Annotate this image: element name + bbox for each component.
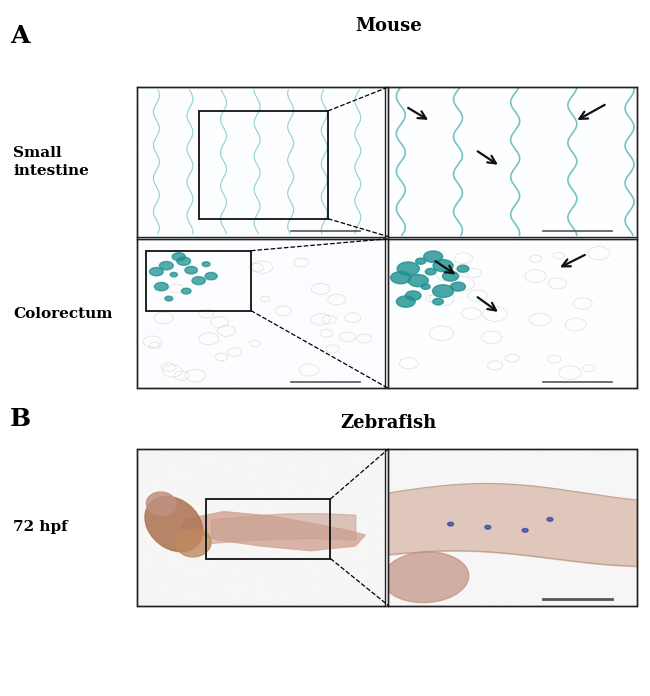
Circle shape — [457, 265, 469, 272]
Circle shape — [443, 271, 458, 281]
Circle shape — [181, 288, 191, 294]
Circle shape — [172, 253, 185, 260]
Circle shape — [448, 522, 454, 526]
Polygon shape — [181, 512, 365, 551]
Circle shape — [396, 296, 415, 307]
Text: Colorectum: Colorectum — [13, 306, 112, 321]
Circle shape — [421, 284, 430, 290]
Circle shape — [408, 274, 428, 287]
Circle shape — [433, 260, 453, 271]
Circle shape — [424, 251, 443, 262]
Circle shape — [547, 518, 553, 521]
Circle shape — [155, 283, 168, 291]
Circle shape — [150, 267, 163, 276]
Ellipse shape — [383, 552, 469, 603]
Circle shape — [397, 262, 419, 276]
Circle shape — [205, 272, 217, 280]
Ellipse shape — [146, 492, 176, 516]
Circle shape — [391, 271, 411, 284]
Circle shape — [485, 525, 491, 529]
Text: Mouse: Mouse — [355, 17, 422, 35]
Circle shape — [202, 262, 210, 267]
Circle shape — [415, 258, 426, 264]
Circle shape — [192, 276, 205, 285]
Circle shape — [425, 269, 436, 275]
Circle shape — [406, 291, 421, 300]
Text: 72 hpf: 72 hpf — [13, 520, 68, 535]
Ellipse shape — [145, 496, 203, 552]
Text: A: A — [10, 24, 29, 48]
Circle shape — [433, 299, 443, 305]
Text: Zebrafish: Zebrafish — [340, 414, 437, 432]
Circle shape — [165, 296, 173, 301]
Circle shape — [170, 272, 177, 277]
Bar — [199, 111, 328, 219]
Text: B: B — [10, 407, 31, 431]
Circle shape — [177, 257, 190, 265]
Bar — [206, 499, 330, 558]
Circle shape — [185, 267, 198, 274]
Circle shape — [522, 528, 528, 532]
Ellipse shape — [176, 529, 211, 557]
Text: Small
intestine: Small intestine — [13, 145, 89, 178]
Circle shape — [432, 285, 454, 297]
Circle shape — [450, 282, 465, 291]
Circle shape — [159, 262, 174, 270]
Bar — [146, 251, 251, 310]
